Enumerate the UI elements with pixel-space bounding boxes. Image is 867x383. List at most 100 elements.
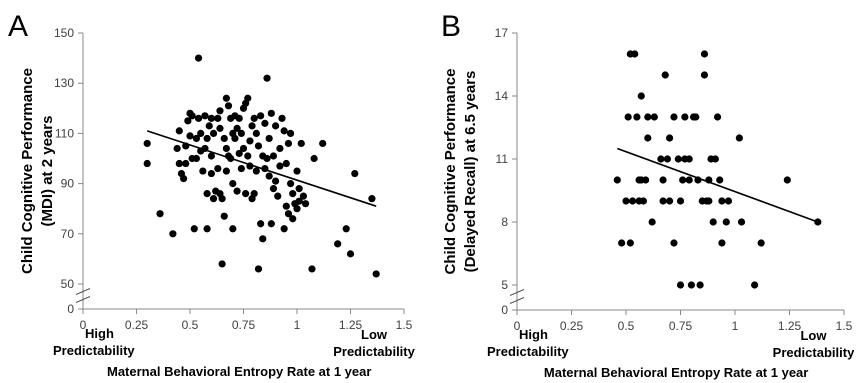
data-point xyxy=(235,149,243,158)
data-point xyxy=(289,215,297,223)
data-point xyxy=(214,114,222,122)
data-point xyxy=(235,114,243,122)
data-point xyxy=(289,190,297,198)
data-point xyxy=(216,124,224,132)
data-point xyxy=(276,144,284,153)
data-point xyxy=(679,176,687,184)
data-point xyxy=(237,164,245,173)
data-point xyxy=(220,212,228,220)
data-point xyxy=(233,124,241,132)
y-tick-label: 11 xyxy=(496,152,509,166)
data-point xyxy=(346,250,355,258)
data-point xyxy=(687,281,696,289)
data-point xyxy=(631,50,639,58)
data-point xyxy=(676,197,685,205)
data-point xyxy=(642,176,650,184)
y-tick-label: 14 xyxy=(495,89,509,103)
data-point xyxy=(203,190,211,198)
x-tick-label: 1 xyxy=(294,318,301,332)
data-point xyxy=(248,122,256,130)
data-point xyxy=(214,164,222,173)
data-point xyxy=(169,230,177,238)
data-point xyxy=(685,155,693,163)
x-tick-label: 0.25 xyxy=(560,319,584,333)
data-point xyxy=(188,112,196,120)
data-point xyxy=(293,167,301,175)
data-point xyxy=(644,134,652,142)
x-tick-label: 0.25 xyxy=(125,318,149,332)
y-axis-title-line2: (MDI) at 2 years xyxy=(39,116,56,227)
data-point xyxy=(618,239,626,247)
x-tick-label: 0.75 xyxy=(669,319,693,333)
data-point xyxy=(657,155,665,163)
data-point xyxy=(222,94,230,102)
data-point xyxy=(239,144,248,153)
data-point xyxy=(252,167,260,175)
data-point xyxy=(222,167,230,175)
data-point xyxy=(724,197,733,205)
data-point xyxy=(284,139,293,148)
data-point xyxy=(670,239,678,247)
x-tick-label: 1.5 xyxy=(396,318,413,332)
chart-panel-a: A 50 70 90 110 130 150 00 0.25 0.5 0.75 1 1.25 1.5 Hig… xyxy=(8,10,416,379)
data-point xyxy=(267,109,275,117)
x-axis-title: Maternal Behavioral Entropy Rate at 1 ye… xyxy=(544,365,808,380)
data-point xyxy=(194,54,203,62)
data-point xyxy=(201,112,209,120)
data-point xyxy=(218,260,226,268)
data-point xyxy=(644,113,652,121)
axis-break-mark xyxy=(509,289,525,296)
data-point xyxy=(301,200,310,208)
data-point xyxy=(265,134,273,143)
data-point xyxy=(666,134,674,142)
y-tick-label: 90 xyxy=(61,177,75,191)
data-point xyxy=(207,114,215,122)
data-point xyxy=(637,92,645,100)
data-point xyxy=(295,185,303,193)
data-point xyxy=(368,195,376,203)
data-point xyxy=(265,172,273,180)
data-point xyxy=(259,235,267,243)
x-tick-label: 0.75 xyxy=(232,318,256,332)
trend-line xyxy=(146,130,377,207)
data-point xyxy=(661,71,669,79)
data-point xyxy=(242,190,250,198)
data-point xyxy=(757,239,765,247)
data-point xyxy=(282,202,290,210)
data-point xyxy=(282,159,290,168)
x-tick-label: 0.5 xyxy=(182,318,199,332)
axis-break-mark xyxy=(509,297,525,304)
data-point xyxy=(244,94,252,102)
data-point xyxy=(257,112,265,120)
data-point xyxy=(718,239,726,247)
data-point xyxy=(735,134,743,142)
data-point xyxy=(207,169,215,178)
data-point xyxy=(190,225,198,233)
data-point xyxy=(276,162,284,170)
data-point xyxy=(186,132,194,140)
data-point xyxy=(269,152,278,160)
data-point xyxy=(713,113,722,121)
data-point xyxy=(284,210,293,218)
data-point xyxy=(783,176,791,184)
data-point xyxy=(197,129,205,137)
data-point xyxy=(199,167,207,175)
data-point xyxy=(342,225,350,233)
y-tick-label: 110 xyxy=(55,126,74,140)
data-point xyxy=(254,142,263,150)
data-point xyxy=(218,195,226,203)
data-point xyxy=(156,210,164,218)
data-point xyxy=(269,185,278,193)
data-point xyxy=(175,127,183,135)
y-tick-label: 150 xyxy=(54,26,74,40)
data-point xyxy=(233,187,241,195)
x-tick-label: 1.25 xyxy=(339,318,363,332)
data-point xyxy=(207,152,215,160)
y-axis-title-line1: Child Cognitive Performance xyxy=(19,68,36,274)
x-tick-label: 0.5 xyxy=(618,319,635,333)
x-tick-label: 0 xyxy=(80,318,87,332)
data-point xyxy=(250,190,258,198)
y-tick-label: 70 xyxy=(61,227,75,241)
data-point xyxy=(297,139,305,148)
